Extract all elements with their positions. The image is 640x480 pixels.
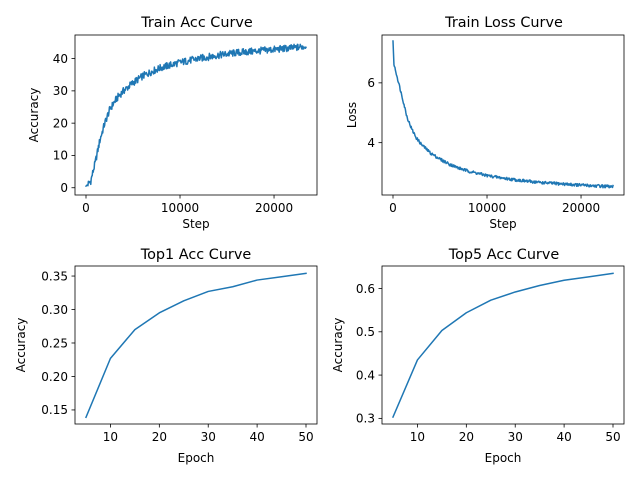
x-tick-label: 20 (459, 430, 474, 444)
y-tick-label: 0.15 (41, 403, 68, 417)
y-axis-label: Loss (345, 102, 359, 128)
series-line (392, 272, 614, 419)
y-tick-label: 0 (60, 181, 68, 195)
series-line (85, 272, 307, 419)
y-axis-label: Accuracy (331, 318, 345, 373)
y-tick-label: 40 (53, 52, 68, 66)
train-acc-panel: Train Acc Curve 0 10000 20000 0 10 20 30 40 St… (27, 15, 318, 231)
x-tick-label: 40 (556, 430, 571, 444)
y-axis-ticks: 0.15 0.20 0.25 0.30 0.35 (41, 269, 75, 417)
series-layer (392, 272, 614, 419)
x-axis-ticks: 10 20 30 40 50 (410, 424, 621, 444)
series-layer (392, 40, 614, 189)
y-tick-label: 0.30 (41, 303, 68, 317)
x-tick-label: 20 (152, 430, 167, 444)
chart-title: Top1 Acc Curve (140, 247, 252, 263)
x-tick-label: 20000 (562, 201, 600, 215)
x-axis-label: Step (489, 217, 516, 231)
y-tick-label: 0.6 (356, 282, 375, 296)
y-tick-label: 0.4 (356, 368, 375, 382)
x-tick-label: 10 (103, 430, 118, 444)
chart-title: Top5 Acc Curve (448, 247, 560, 263)
series-layer (84, 43, 308, 188)
top1-acc-panel: Top1 Acc Curve 10 20 30 40 50 0.150.200.250.… (14, 247, 318, 465)
y-tick-label: 6 (367, 76, 375, 90)
y-tick-label: 30 (53, 84, 68, 98)
x-tick-label: 20000 (255, 201, 293, 215)
train-loss-panel: Train Loss Curve 0 10000 20000 46 Step Los… (345, 15, 625, 231)
y-tick-label: 0.20 (41, 370, 68, 384)
x-axis-label: Step (182, 217, 209, 231)
x-tick-label: 0 (389, 201, 397, 215)
y-axis-ticks: 46 (367, 76, 382, 150)
y-axis-label: Accuracy (14, 318, 28, 373)
x-tick-label: 30 (508, 430, 523, 444)
y-tick-label: 0.3 (356, 412, 375, 426)
x-axis-ticks: 0 10000 20000 (389, 195, 600, 215)
x-axis-label: Epoch (485, 451, 522, 465)
top5-acc-panel: Top5 Acc Curve 10 20 30 40 50 0.3 0.4 0.5 0.6 E… (331, 247, 625, 465)
x-tick-label: 0 (82, 201, 90, 215)
plot-area (381, 265, 625, 425)
y-tick-label: 4 (367, 136, 375, 150)
x-axis-label: Epoch (178, 451, 215, 465)
y-tick-label: 10 (53, 149, 68, 163)
series-line (84, 43, 308, 188)
y-axis-ticks: 0.3 0.4 0.5 0.6 (356, 282, 382, 426)
x-tick-label: 10000 (161, 201, 199, 215)
x-tick-label: 50 (605, 430, 620, 444)
plot-area (74, 265, 318, 425)
y-axis-ticks: 0 10 20 30 40 (53, 52, 75, 195)
x-tick-label: 10 (410, 430, 425, 444)
x-tick-label: 30 (201, 430, 216, 444)
x-tick-label: 40 (249, 430, 264, 444)
plot-area (74, 34, 318, 196)
y-axis-label: Accuracy (27, 88, 41, 143)
y-tick-label: 20 (53, 116, 68, 130)
x-axis-ticks: 0 10000 20000 (82, 195, 293, 215)
chart-title: Train Acc Curve (140, 15, 253, 31)
y-tick-label: 0.5 (356, 325, 375, 339)
series-line (392, 40, 614, 189)
x-tick-label: 50 (298, 430, 313, 444)
x-axis-ticks: 10 20 30 40 50 (103, 424, 314, 444)
chart-title: Train Loss Curve (444, 15, 563, 31)
series-layer (85, 272, 307, 419)
plot-area (381, 34, 625, 196)
y-tick-label: 0.25 (41, 336, 68, 350)
y-tick-label: 0.35 (41, 269, 68, 283)
x-tick-label: 10000 (468, 201, 506, 215)
